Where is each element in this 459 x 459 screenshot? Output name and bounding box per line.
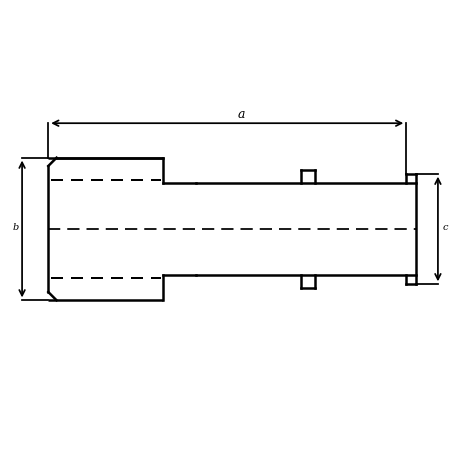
Text: c: c	[442, 223, 447, 232]
Text: a: a	[237, 107, 244, 120]
Text: b: b	[12, 223, 18, 232]
